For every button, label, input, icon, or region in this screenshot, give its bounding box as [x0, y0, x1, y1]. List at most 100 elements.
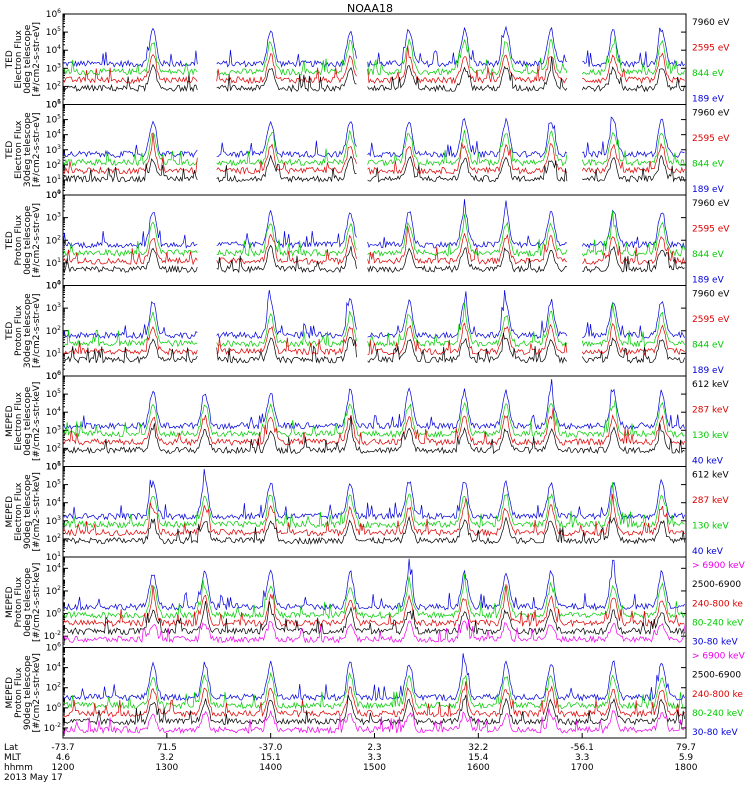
channel-label: 130 keV: [692, 522, 729, 532]
channel-label: 7960 eV: [692, 199, 730, 209]
series-trace: [62, 132, 685, 175]
channel-label: 7960 eV: [692, 109, 730, 119]
channel-label: 2595 eV: [692, 44, 730, 54]
y-tick-label: 105: [46, 479, 61, 491]
x-tick-label-lat: 2.3: [367, 743, 381, 753]
y-axis-label: TEDElectron Flux30deg telescope[#/cm2-s-…: [5, 112, 42, 187]
channel-label: 7960 eV: [692, 290, 730, 300]
x-tick-label-hhmm: 1500: [363, 763, 386, 773]
y-axis-label: TEDProton Flux0deg telescope[#/cm2-s-str…: [5, 203, 42, 278]
y-tick-label: 10-2: [44, 630, 62, 642]
y-axis-label: TEDElectron Flux0deg telescope[#/cm2-s-s…: [5, 22, 42, 97]
panel-3: 100 101 102 103 104 TEDProton Flux0deg telesc…: [5, 189, 730, 292]
y-tick-label: 103: [46, 515, 61, 527]
x-tick-label-mlt: 3.2: [160, 753, 174, 763]
y-axis-label-line: 90deg telescope: [23, 474, 33, 549]
y-axis-label: MEPEDProton Flux90deg telescope[#/cm2-s-…: [5, 653, 42, 732]
y-tick-label: 101: [46, 174, 61, 186]
series-trace: [62, 619, 685, 644]
x-tick-label-hhmm: 1700: [571, 763, 594, 773]
channel-label: 189 eV: [692, 95, 725, 105]
y-axis-label-line: Electron Flux: [14, 120, 24, 179]
y-axis-label-line: 0deg telescope: [23, 205, 33, 275]
series-trace: [62, 558, 685, 612]
y-tick-label: 102: [46, 442, 61, 454]
y-axis-label-line: [#/cm2-s-str-eV]: [32, 203, 42, 278]
y-tick-label: 100: [46, 702, 61, 714]
panel-5: 101 102 103 104 105 106 MEPEDElectron Flux0deg…: [5, 370, 729, 473]
channel-label: 189 eV: [692, 366, 725, 376]
y-tick-label: 101: [46, 257, 61, 269]
y-axis-label-line: 90deg telescope: [23, 655, 33, 730]
y-axis-label-line: 30deg telescope: [23, 293, 33, 368]
y-axis-label-line: TED: [5, 231, 15, 250]
y-axis-label-line: [#/cm2-s-str-keV]: [32, 472, 42, 551]
channel-label: 2500-6900: [692, 671, 741, 681]
series-trace: [62, 515, 685, 545]
y-axis-label-line: Proton Flux: [14, 305, 24, 356]
y-axis-label-line: 0deg telescope: [23, 386, 33, 456]
y-axis-label-line: [#/cm2-s-str-eV]: [32, 293, 42, 368]
channel-label: 612 keV: [692, 471, 729, 481]
channel-label: 844 eV: [692, 250, 725, 260]
y-axis-label-line: TED: [5, 50, 15, 69]
channel-label: 189 eV: [692, 185, 725, 195]
series-trace: [62, 468, 685, 521]
x-row-label: MLT: [4, 753, 22, 763]
y-axis-label-line: Electron Flux: [14, 482, 24, 541]
y-axis-label-line: TED: [5, 322, 15, 341]
panel-frame: [62, 647, 687, 739]
x-tick-label-mlt: 5.9: [679, 753, 694, 763]
series-trace: [62, 154, 685, 183]
x-tick-label-hhmm: 1400: [259, 763, 282, 773]
channel-label: 2500-6900: [692, 580, 741, 590]
series-trace: [62, 56, 685, 93]
series-trace: [62, 35, 685, 77]
y-axis-label-line: MEPED: [5, 405, 15, 437]
channel-label: 844 eV: [692, 341, 725, 351]
chart-title: NOAA18: [347, 2, 393, 15]
y-axis-label-line: [#/cm2-s-str-keV]: [32, 382, 42, 461]
y-tick-label: 102: [46, 585, 61, 597]
series-trace: [62, 25, 685, 69]
channel-label: 40 keV: [692, 547, 724, 557]
x-tick-label-mlt: 15.1: [261, 753, 281, 763]
x-tick-label-hhmm: 1200: [52, 763, 75, 773]
x-row-label: hhmm: [4, 763, 33, 773]
x-tick-label-hhmm: 1800: [675, 763, 698, 773]
series-trace: [62, 226, 685, 266]
y-axis-label: MEPEDProton Flux0deg telescope[#/cm2-s-s…: [5, 563, 42, 642]
series-trace: [62, 302, 685, 348]
y-axis-label-line: 0deg telescope: [23, 567, 33, 637]
y-tick-label: 104: [46, 662, 61, 674]
series-trace: [62, 289, 685, 340]
panel-frame: [62, 194, 687, 286]
y-tick-label: 100: [46, 608, 61, 620]
panel-7: 10-2 100 102 104 MEPEDProton Flux0deg telesc…: [5, 556, 746, 648]
y-tick-label: 104: [46, 44, 61, 56]
y-tick-label: 101: [46, 461, 61, 473]
y-tick-label: 103: [46, 144, 61, 156]
y-tick-label: 106: [46, 99, 61, 111]
y-tick-label: 102: [46, 533, 61, 545]
y-tick-label: 105: [46, 388, 61, 400]
y-tick-label: 100: [46, 280, 61, 292]
x-tick-label-lat: -56.1: [571, 743, 594, 753]
channel-label: 189 eV: [692, 276, 725, 286]
series-trace: [62, 671, 685, 710]
panel-6: 101 102 103 104 105 106 MEPEDElectron Flux90de…: [5, 461, 729, 564]
y-tick-label: 106: [46, 8, 61, 20]
y-axis-label: MEPEDElectron Flux0deg telescope[#/cm2-s…: [5, 382, 42, 461]
x-axis-annotations: LatMLThhmm-73.74.6120071.53.21300-37.015…: [4, 733, 698, 783]
y-tick-label: 104: [46, 406, 61, 418]
channel-label: 80-240 keV: [692, 709, 744, 719]
channel-label: > 6900 keV: [692, 561, 746, 571]
series-trace: [62, 379, 685, 430]
y-tick-label: 101: [46, 347, 61, 359]
panel-2: 100 101 102 103 104 105 106 TEDElectron Flux30d…: [5, 99, 730, 202]
channel-label: 40 keV: [692, 457, 724, 467]
series-trace: [62, 199, 685, 249]
y-tick-label: 102: [46, 682, 61, 694]
series-trace: [62, 494, 685, 537]
y-axis-label-line: [#/cm2-s-str-keV]: [32, 653, 42, 732]
